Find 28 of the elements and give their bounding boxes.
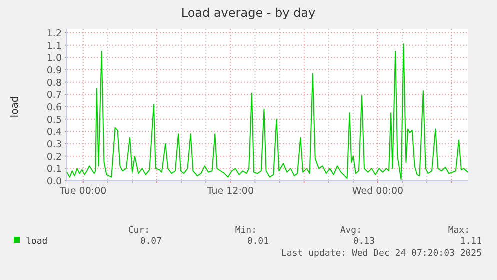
x-tick-label: Tue 12:00 (206, 186, 254, 197)
text: Cur: (128, 226, 150, 236)
y-tick-label: 0.1 (46, 164, 62, 176)
y-tick-label: 1.0 (46, 53, 62, 64)
text: 1.11 (460, 237, 482, 247)
y-tick-label: 0.8 (46, 78, 62, 89)
text: Min: (235, 226, 257, 236)
y-tick-label: 0.9 (46, 66, 62, 76)
legend-label: load (26, 237, 48, 247)
y-tick-label: 0.7 (46, 90, 62, 102)
text: Last update: Wed Dec 24 07:20:03 2025 (282, 249, 482, 259)
y-tick-label: 0.0 (46, 176, 62, 188)
y-tick-label: 1.2 (46, 28, 62, 40)
text: 0.07 (140, 237, 162, 247)
text: 0.01 (247, 237, 269, 247)
text: 0.13 (353, 237, 375, 247)
y-tick-label: 0.6 (46, 102, 62, 114)
x-tick-label: Wed 00:00 (352, 186, 404, 197)
text: Avg: (340, 226, 362, 236)
x-tick-label: Tue 00:00 (59, 186, 107, 197)
y-tick-label: 0.4 (46, 127, 62, 138)
y-tick-label: 0.2 (46, 152, 62, 163)
y-tick-label: 1.1 (46, 40, 62, 52)
y-axis-title: load (10, 96, 21, 118)
y-tick-label: 0.3 (46, 140, 62, 150)
y-tick-label: 0.5 (46, 114, 62, 126)
chart-title: Load average - by day (181, 6, 316, 20)
text: Max: (448, 226, 470, 236)
